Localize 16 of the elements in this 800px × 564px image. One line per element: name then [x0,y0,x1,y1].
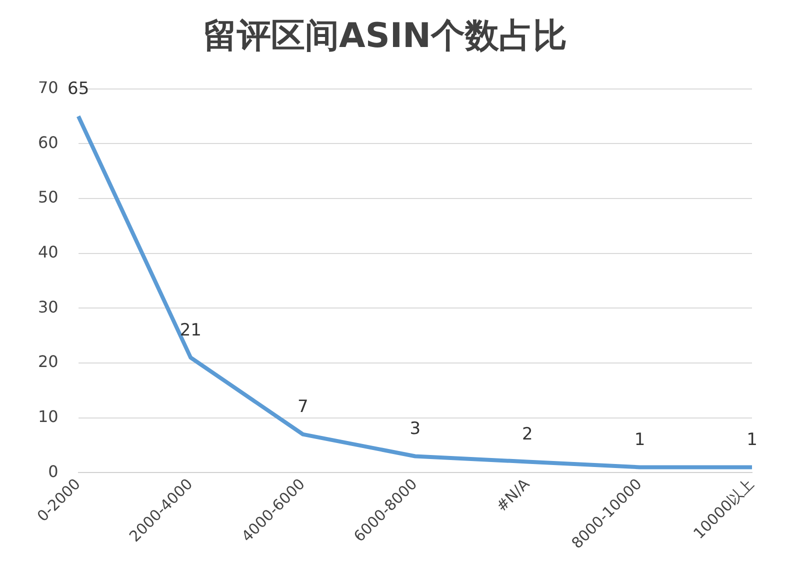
data-label: 1 [746,430,758,450]
data-label: 21 [180,320,202,340]
y-tick-label: 0 [48,462,58,481]
y-tick-label: 10 [38,407,58,426]
data-label: 7 [297,397,308,418]
data-label: 1 [634,430,646,450]
y-tick-label: 50 [38,188,58,207]
y-tick-label: 60 [38,132,58,152]
y-tick-label: 30 [38,297,58,316]
data-label: 2 [522,424,533,445]
y-tick-label: 40 [38,242,58,262]
data-label: 65 [68,79,90,100]
data-label: 3 [410,419,421,440]
y-tick-label: 20 [38,352,58,372]
chart-title: 留评区间ASIN个数占比 [203,16,567,56]
y-tick-label: 70 [38,78,58,97]
